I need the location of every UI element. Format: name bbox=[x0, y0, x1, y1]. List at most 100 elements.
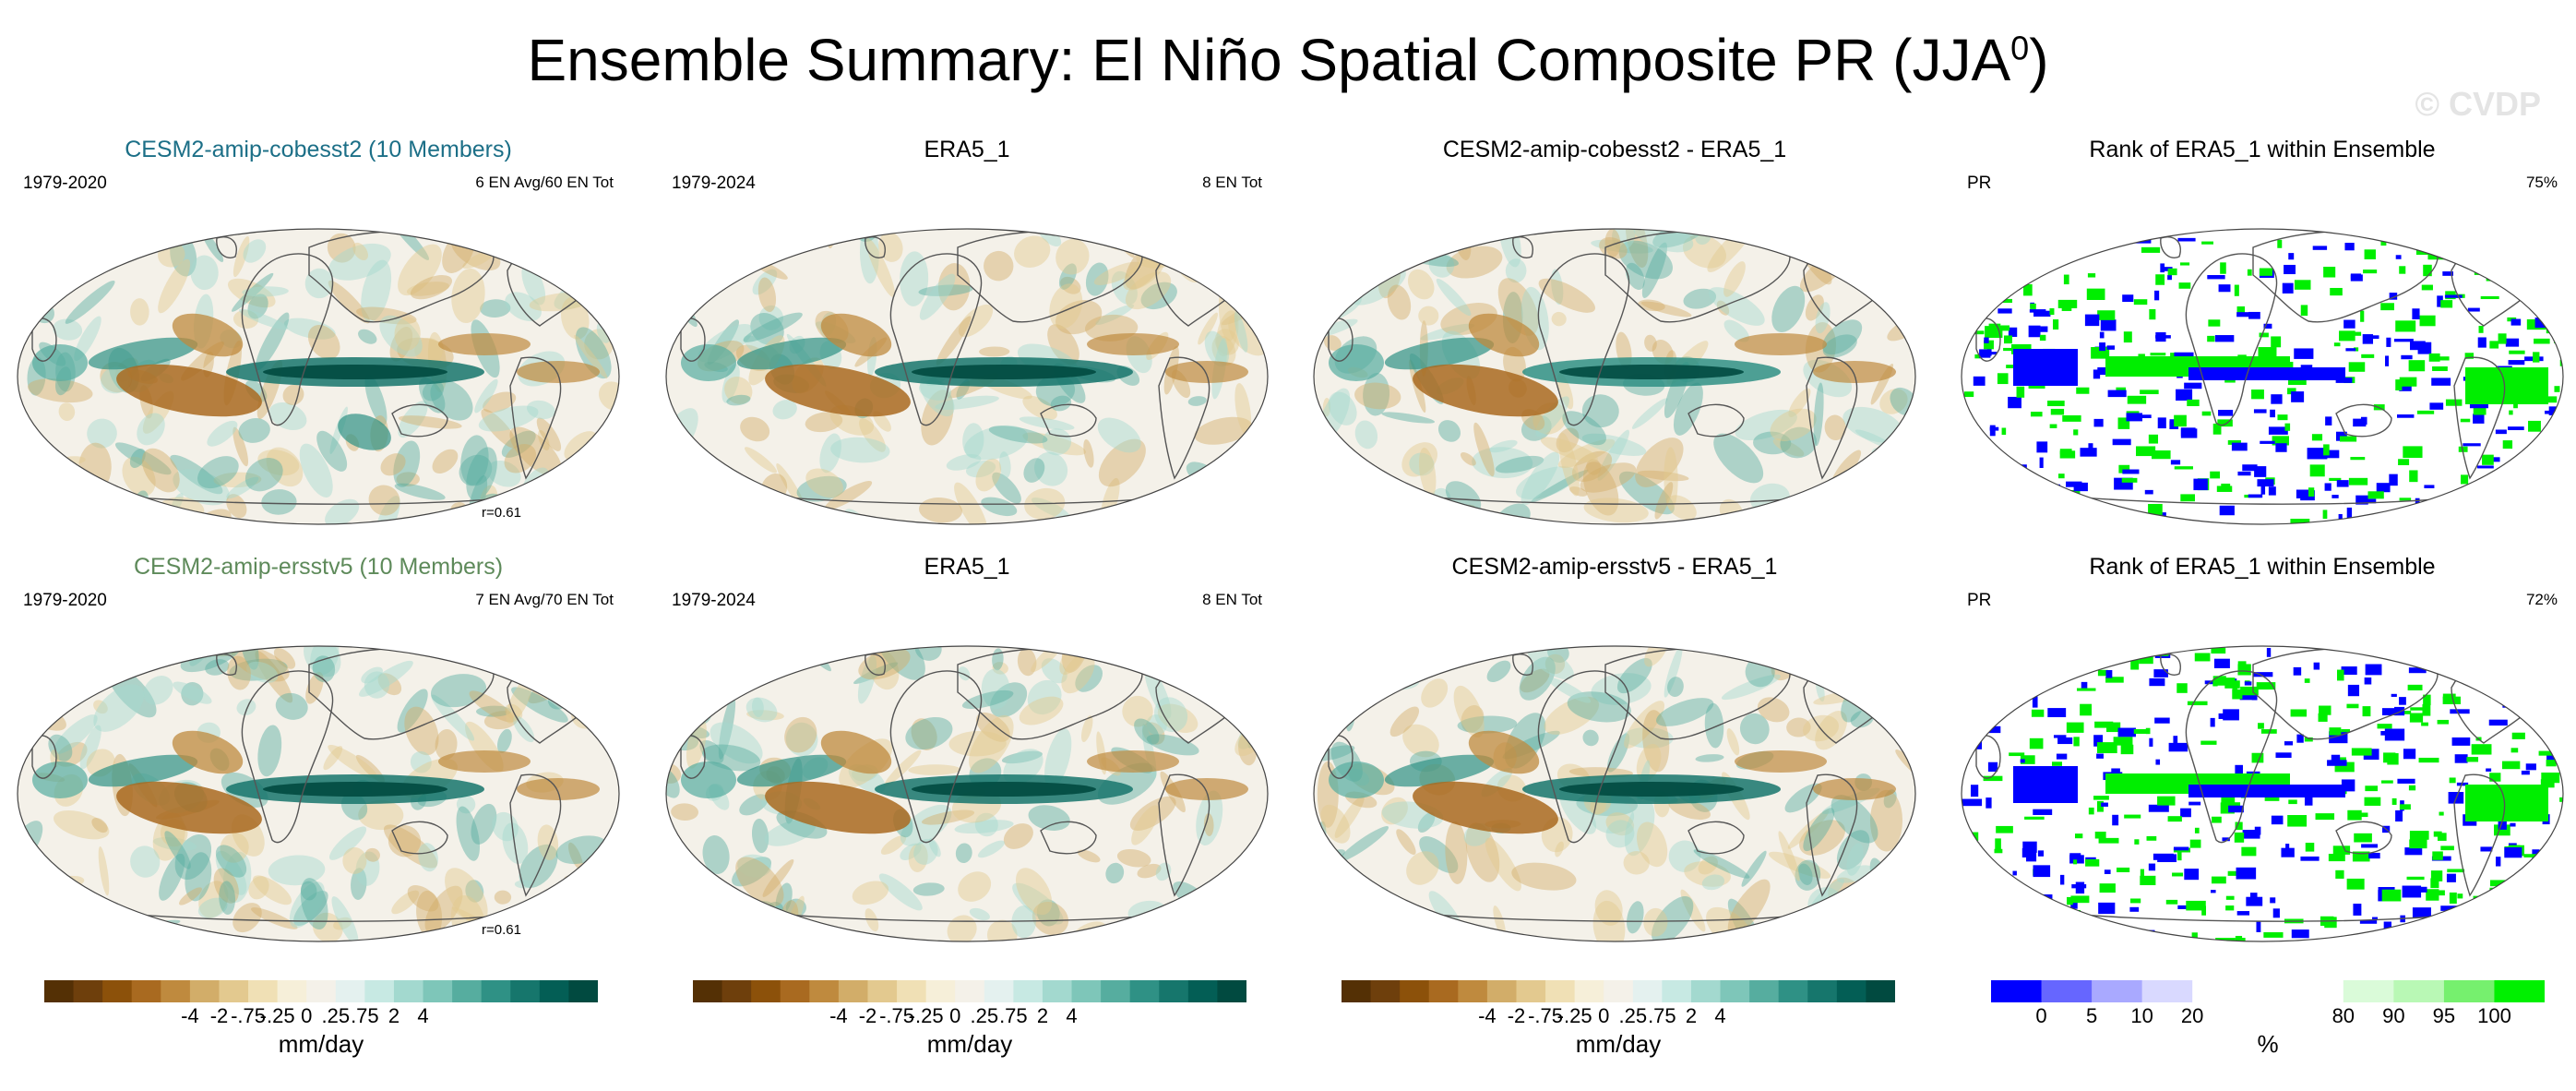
colorbar-tick-label: 2 bbox=[1685, 1004, 1698, 1027]
colorbar-swatch bbox=[693, 980, 723, 1002]
colorbar-swatch bbox=[1370, 980, 1401, 1002]
colorbar-swatch bbox=[73, 980, 103, 1002]
colorbar-swatch bbox=[481, 980, 511, 1002]
colorbar-unit: % bbox=[2257, 1030, 2279, 1058]
panel-ersstv5-minus-era5: CESM2-amip-ersstv5 - ERA5_1 bbox=[1301, 554, 1928, 960]
colorbar-swatch bbox=[1428, 980, 1459, 1002]
colorbar-swatch bbox=[1342, 980, 1372, 1002]
colorbar-swatch bbox=[1545, 980, 1576, 1002]
colorbar-swatch bbox=[1662, 980, 1692, 1002]
colorbar-tick-label: -2 bbox=[1507, 1004, 1526, 1027]
panel-period-label: 1979-2024 bbox=[672, 591, 756, 610]
colorbar-swatch bbox=[1632, 980, 1663, 1002]
colorbar-tick-label: -.25 bbox=[1556, 1004, 1592, 1027]
colorbar-swatch bbox=[955, 980, 985, 1002]
colorbar-swatch bbox=[1749, 980, 1780, 1002]
colorbar-swatch bbox=[2293, 980, 2344, 1002]
colorbar-swatch bbox=[161, 980, 191, 1002]
colorbar-swatch bbox=[1778, 980, 1808, 1002]
panel-cobesst2-minus-era5: CESM2-amip-cobesst2 - ERA5_1 bbox=[1301, 137, 1928, 543]
colorbar-swatch bbox=[1604, 980, 1634, 1002]
colorbar-swatch bbox=[219, 980, 249, 1002]
colorbar-tick-label: .75 bbox=[351, 1004, 379, 1027]
colorbar-swatch bbox=[2393, 980, 2445, 1002]
colorbar-swatch bbox=[2192, 980, 2244, 1002]
colorbar-swatch bbox=[984, 980, 1014, 1002]
colorbar-swatch bbox=[1458, 980, 1488, 1002]
colorbar-swatch bbox=[1720, 980, 1750, 1002]
panel-title: Rank of ERA5_1 within Ensemble bbox=[2089, 137, 2436, 162]
colorbar-swatch bbox=[838, 980, 868, 1002]
colorbar-swatch bbox=[1217, 980, 1246, 1002]
colorbar-tick-label: -2 bbox=[209, 1004, 229, 1027]
colorbar-swatch bbox=[1690, 980, 1722, 1002]
colorbar-swatch bbox=[44, 980, 75, 1002]
precip-map bbox=[1313, 228, 1916, 525]
colorbar-tick-label: 4 bbox=[417, 1004, 429, 1027]
colorbar-swatch bbox=[2141, 980, 2193, 1002]
colorbar-tick-label: 2 bbox=[1036, 1004, 1049, 1027]
panel-percent-label: 75% bbox=[2525, 174, 2558, 191]
colorbar-swatch bbox=[1516, 980, 1546, 1002]
panel-event-count-label: 7 EN Avg/70 EN Tot bbox=[475, 591, 614, 608]
colorbar-tick-label: .25 bbox=[970, 1004, 999, 1027]
colorbar-swatch bbox=[780, 980, 810, 1002]
colorbar-swatch bbox=[897, 980, 927, 1002]
colorbar-rank: % 0 5 10 20 80 90 95 100 bbox=[1991, 980, 2545, 1063]
precip-map bbox=[17, 645, 620, 942]
colorbar-swatch bbox=[131, 980, 161, 1002]
panel-title: CESM2-amip-ersstv5 (10 Members) bbox=[133, 554, 504, 580]
colorbar-tick-label: -.25 bbox=[259, 1004, 295, 1027]
colorbar-swatch bbox=[1187, 980, 1218, 1002]
colorbar-swatch bbox=[1129, 980, 1160, 1002]
panel-event-count-label: 8 EN Tot bbox=[1202, 174, 1262, 191]
colorbar-tick-label: -4 bbox=[1478, 1004, 1497, 1027]
precip-map bbox=[665, 228, 1269, 525]
panel-rank-row2: Rank of ERA5_1 within Ensemble PR 72% bbox=[1949, 554, 2576, 960]
colorbar-unit: mm/day bbox=[278, 1030, 364, 1058]
colorbar-tick-label: -4 bbox=[829, 1004, 848, 1027]
cvdp-watermark: © CVDP bbox=[2415, 85, 2541, 123]
colorbar-tick-label: 0 bbox=[949, 1004, 961, 1027]
panel-event-count-label: 6 EN Avg/60 EN Tot bbox=[475, 174, 614, 191]
colorbar-tick-label: 0 bbox=[301, 1004, 313, 1027]
panel-era5-row1: ERA5_1 1979-2024 8 EN Tot bbox=[653, 137, 1281, 543]
colorbar-swatch bbox=[306, 980, 337, 1002]
colorbar-tick-label: 90 bbox=[2382, 1004, 2405, 1027]
colorbar-swatch bbox=[335, 980, 365, 1002]
panel-variable-label: PR bbox=[1967, 591, 1992, 610]
colorbar-swatch bbox=[102, 980, 133, 1002]
colorbar-swatch bbox=[1400, 980, 1430, 1002]
colorbar-swatch bbox=[1574, 980, 1604, 1002]
panel-percent-label: 72% bbox=[2525, 591, 2558, 608]
rank-map bbox=[1961, 228, 2564, 525]
panel-period-label: 1979-2020 bbox=[23, 591, 107, 610]
colorbar-unit: mm/day bbox=[926, 1030, 1013, 1058]
panel-title: CESM2-amip-cobesst2 - ERA5_1 bbox=[1442, 137, 1787, 162]
colorbar-swatch bbox=[2041, 980, 2093, 1002]
colorbar-tick-label: 95 bbox=[2432, 1004, 2456, 1027]
colorbar-tick-label: 0 bbox=[2035, 1004, 2047, 1027]
panel-title: Rank of ERA5_1 within Ensemble bbox=[2089, 554, 2436, 580]
panel-title: ERA5_1 bbox=[924, 137, 1010, 162]
colorbar-tick-label: -4 bbox=[181, 1004, 199, 1027]
colorbar-swatch bbox=[1159, 980, 1189, 1002]
colorbar-swatch bbox=[248, 980, 279, 1002]
colorbar-tick-label: .25 bbox=[321, 1004, 351, 1027]
colorbar-swatch bbox=[277, 980, 307, 1002]
colorbar-tick-label: 4 bbox=[1714, 1004, 1726, 1027]
colorbar-swatch bbox=[1836, 980, 1866, 1002]
colorbar-tick-label: -.75 bbox=[1528, 1004, 1564, 1027]
panel-event-count-label: 8 EN Tot bbox=[1202, 591, 1262, 608]
colorbar-tick-label: 4 bbox=[1066, 1004, 1078, 1027]
colorbar-tick-label: 100 bbox=[2477, 1004, 2511, 1027]
panel-variable-label: PR bbox=[1967, 174, 1992, 193]
colorbar-swatch bbox=[1991, 980, 2043, 1002]
colorbar-tick-label: 0 bbox=[1598, 1004, 1610, 1027]
panel-title: CESM2-amip-ersstv5 - ERA5_1 bbox=[1451, 554, 1778, 580]
colorbar-swatch bbox=[2242, 980, 2294, 1002]
colorbar-swatch bbox=[364, 980, 395, 1002]
colorbar-swatch bbox=[2343, 980, 2394, 1002]
panel-period-label: 1979-2024 bbox=[672, 174, 756, 193]
colorbar-tick-label: -.75 bbox=[879, 1004, 915, 1027]
